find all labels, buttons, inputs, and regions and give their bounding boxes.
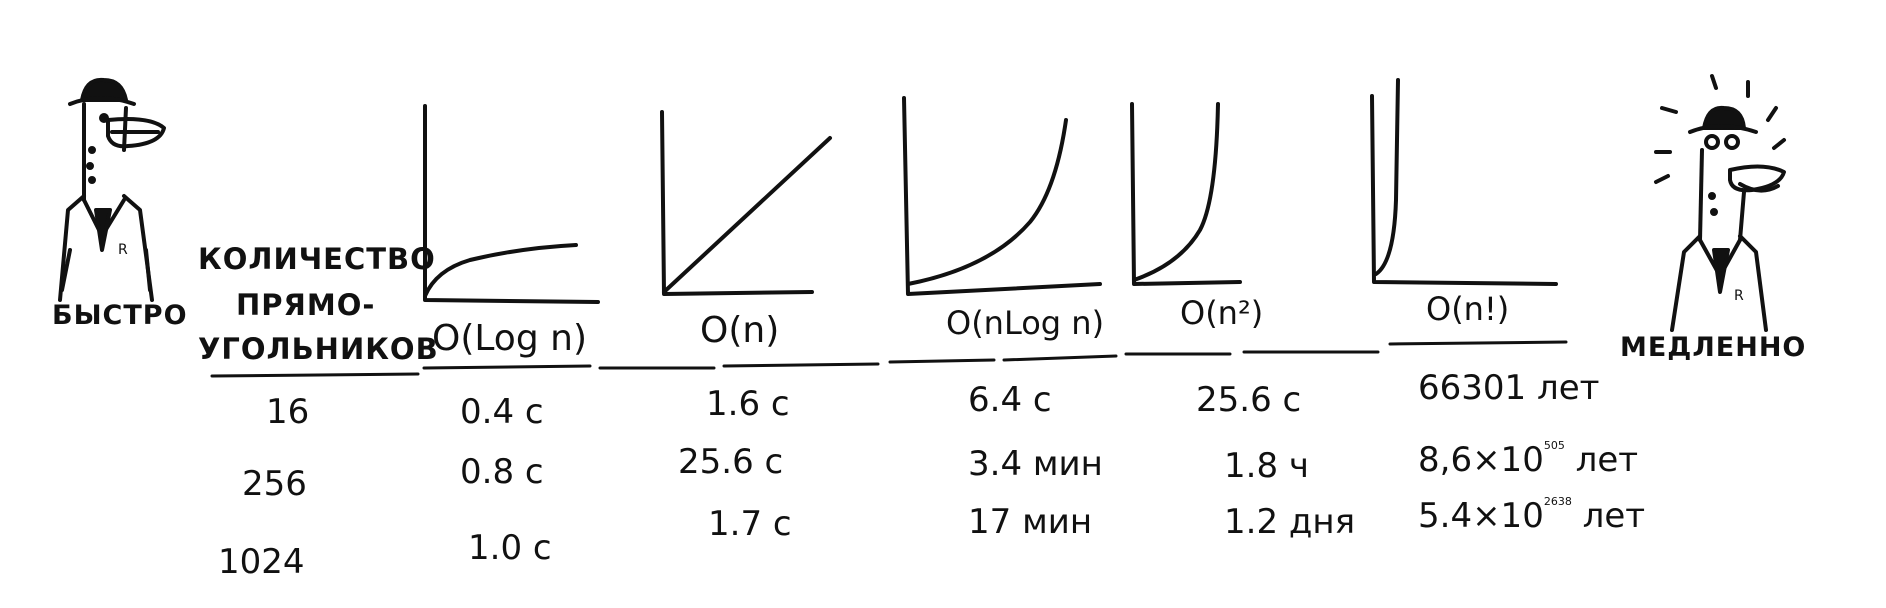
curve-quadratic	[1132, 102, 1220, 282]
table-cell: 1.6 с	[706, 384, 790, 424]
exponent: 505	[1543, 438, 1565, 452]
graph-nlogn	[902, 96, 1102, 296]
axes-factorial	[1370, 94, 1558, 286]
slow-label: МЕДЛЕННО	[1620, 332, 1807, 363]
table-cell-exponent: 8,6×10505 лет	[1418, 438, 1639, 480]
fast-label: БЫСТРО	[52, 300, 188, 331]
table-cell: 1.7 с	[708, 504, 792, 544]
table-cell: 66301 лет	[1418, 368, 1600, 408]
row-header-line3: УГОЛЬНИКОВ	[198, 332, 439, 366]
curve-linear	[662, 136, 832, 294]
complexity-label-quadratic: O(n²)	[1180, 294, 1264, 332]
table-cell: 0.4 с	[460, 392, 544, 432]
table-cell: 1.2 дня	[1224, 502, 1356, 542]
graph-quadratic	[1130, 102, 1242, 286]
graph-factorial	[1370, 78, 1558, 286]
exponent: 2638	[1543, 494, 1572, 508]
slow-character: R	[1654, 74, 1786, 332]
row-header-line2: ПРЯМО-	[236, 288, 376, 322]
complexity-label-log: O(Log n)	[432, 318, 587, 359]
graph-linear	[660, 110, 832, 296]
row-n: 1024	[218, 542, 305, 582]
complexity-label-factorial: O(n!)	[1426, 290, 1510, 328]
axes-quadratic	[1130, 102, 1242, 286]
curve-nlogn	[906, 118, 1068, 286]
table-cell: 1.0 с	[468, 528, 552, 568]
table-cell: 3.4 мин	[968, 444, 1103, 484]
complexity-label-nlogn: O(nLog n)	[946, 304, 1105, 342]
row-n: 16	[266, 392, 310, 432]
curve-log	[423, 243, 578, 298]
graphs	[423, 78, 1558, 304]
table-rules	[210, 340, 1568, 378]
table-cell: 6.4 с	[968, 380, 1052, 420]
axes-nlogn	[902, 96, 1102, 296]
curve-factorial	[1374, 78, 1400, 276]
row-n: 256	[242, 464, 307, 504]
table-cell: 25.6 с	[678, 442, 784, 482]
table-cell: 25.6 с	[1196, 380, 1302, 420]
axes-log	[423, 104, 600, 304]
rule-under-header	[210, 372, 420, 378]
svg-text:R: R	[118, 242, 128, 258]
table-cell: 17 мин	[968, 502, 1093, 542]
axes-linear	[660, 110, 814, 296]
svg-text:R: R	[1734, 288, 1744, 304]
complexity-label-linear: O(n)	[700, 310, 780, 351]
fast-character: R	[58, 77, 166, 302]
table-cell-exponent: 5.4×102638 лет	[1418, 494, 1646, 536]
table-cell: 0.8 с	[460, 452, 544, 492]
graph-log	[423, 104, 600, 304]
table-cell: 1.8 ч	[1224, 446, 1309, 486]
row-header-line1: КОЛИЧЕСТВО	[198, 242, 436, 276]
